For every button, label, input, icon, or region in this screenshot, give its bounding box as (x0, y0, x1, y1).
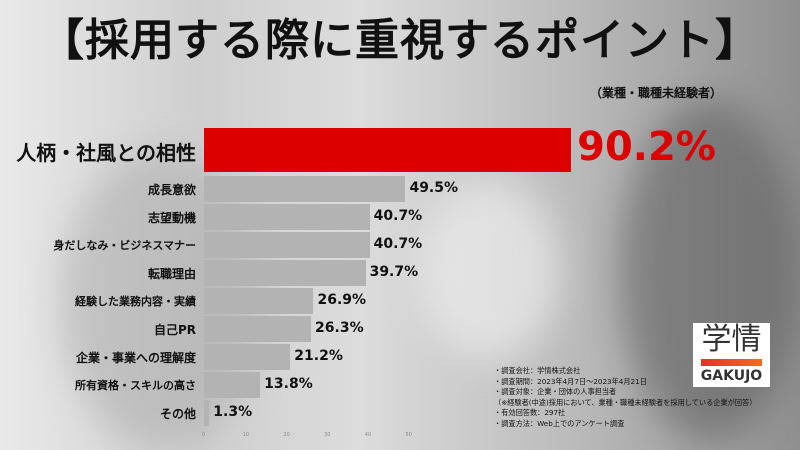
bar (204, 128, 572, 172)
bar (204, 260, 366, 286)
note-line: ・有効回答数：297社 (494, 408, 566, 417)
category-label: 自己PR (153, 323, 196, 337)
value-label: 39.7% (369, 264, 419, 280)
note-line: ・調査方法：Web上でのアンケート調査 (494, 418, 625, 428)
value-label: 1.3% (213, 404, 253, 420)
value-label: 13.8% (264, 376, 313, 392)
x-tick-label: 10 (242, 432, 250, 438)
note-line: ・調査会社：学情株式会社 (494, 366, 581, 375)
gakujo-logo: 学情 GAKUJO (693, 323, 770, 387)
category-label: その他 (159, 407, 196, 421)
category-label: 経験した業務内容・実績 (75, 295, 196, 308)
bar (204, 232, 370, 258)
x-tick-label: 0 (202, 432, 206, 438)
note-line: ・調査期間：2023年4月7日～2023年4月21日 (494, 376, 647, 386)
subtitle: （業種・職種未経験者） (589, 86, 722, 100)
note-line: （※経験者(中途)採用において、業種・職種未経験者を採用している企業が回答） (494, 397, 757, 407)
note-line: ・調査対象：企業・団体の人事担当者 (494, 387, 617, 396)
value-label: 40.7% (373, 208, 423, 224)
bar (204, 372, 261, 398)
bar (204, 176, 406, 202)
page-title: 【採用する際に重視するポイント】 (40, 15, 760, 66)
value-label: 90.2% (577, 124, 716, 170)
logo-kanji: 学情 (701, 322, 762, 357)
category-label: 企業・事業への理解度 (75, 351, 196, 365)
bar (204, 316, 312, 342)
x-tick-label: 40 (364, 432, 372, 438)
value-label: 49.5% (409, 180, 459, 196)
value-label: 40.7% (373, 236, 423, 252)
category-label: 人柄・社風との相性 (16, 141, 196, 165)
bar (204, 344, 291, 370)
x-tick-label: 30 (324, 432, 331, 438)
bar (204, 400, 210, 426)
value-label: 26.3% (315, 320, 364, 336)
category-label: 志望動機 (147, 211, 196, 225)
category-label: 所有資格・スキルの高さ (75, 379, 196, 392)
x-tick-label: 20 (283, 432, 290, 438)
value-label: 21.2% (294, 348, 343, 364)
category-label: 転職理由 (147, 267, 196, 281)
bar (204, 204, 370, 230)
logo-stripe (701, 359, 762, 366)
survey-notes: ・調査会社：学情株式会社 ・調査期間：2023年4月7日～2023年4月21日 … (494, 366, 756, 429)
logo-roman: GAKUJO (700, 368, 763, 384)
x-tick-label: 50 (405, 432, 412, 438)
value-label: 26.9% (317, 292, 367, 308)
category-label: 成長意欲 (147, 183, 196, 197)
category-label: 身だしなみ・ビジネスマナー (53, 239, 196, 252)
bar (204, 288, 314, 314)
